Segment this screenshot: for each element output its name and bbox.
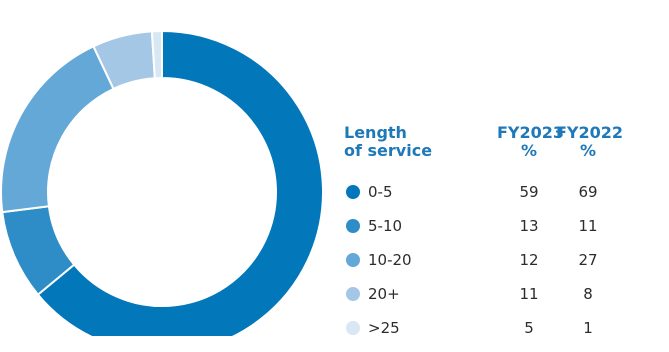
legend-label: >25 bbox=[368, 319, 400, 337]
legend-swatch bbox=[346, 321, 360, 335]
legend-value-fy2023: 5 bbox=[524, 319, 534, 337]
legend-header-label-line1: Length bbox=[344, 123, 407, 142]
legend-swatch bbox=[346, 185, 360, 199]
legend-row: 5-10 13 11 bbox=[344, 216, 664, 250]
chart-legend: Length of service FY2023 % FY2022 % 0-5 … bbox=[344, 124, 664, 352]
legend-value-fy2022: 8 bbox=[583, 285, 593, 303]
legend-header-fy2023-line1: FY2023 bbox=[497, 123, 565, 142]
legend-label: 0-5 bbox=[368, 183, 393, 201]
legend-value-fy2022: 11 bbox=[578, 217, 598, 235]
legend-row: 20+ 11 8 bbox=[344, 284, 664, 318]
donut-slice-25 bbox=[150, 29, 163, 80]
legend-row: 10-20 12 27 bbox=[344, 250, 664, 284]
legend-header-fy2022-line2: % bbox=[579, 141, 597, 160]
legend-swatch bbox=[346, 287, 360, 301]
legend-header-fy2022: FY2022 % bbox=[556, 123, 624, 160]
legend-label: 10-20 bbox=[368, 251, 412, 269]
legend-value-fy2023: 59 bbox=[519, 183, 539, 201]
legend-row: >25 5 1 bbox=[344, 318, 664, 352]
legend-value-fy2023: 11 bbox=[519, 285, 539, 303]
legend-value-fy2022: 27 bbox=[578, 251, 598, 269]
legend-value-fy2023: 13 bbox=[519, 217, 539, 235]
donut-chart bbox=[0, 29, 324, 336]
legend-swatch bbox=[346, 253, 360, 267]
legend-value-fy2022: 69 bbox=[578, 183, 598, 201]
legend-value-fy2023: 12 bbox=[519, 251, 539, 269]
legend-header-fy2022-line1: FY2022 bbox=[556, 123, 624, 142]
legend-value-fy2022: 1 bbox=[583, 319, 593, 337]
legend-header-label: Length of service bbox=[344, 124, 454, 160]
legend-header-fy2023: FY2023 % bbox=[497, 123, 565, 160]
legend-label: 5-10 bbox=[368, 217, 403, 235]
legend-header: Length of service FY2023 % FY2022 % bbox=[344, 124, 664, 182]
donut-slice-10-20 bbox=[0, 44, 115, 214]
legend-header-label-line2: of service bbox=[344, 141, 433, 160]
legend-label: 20+ bbox=[368, 285, 400, 303]
legend-row: 0-5 59 69 bbox=[344, 182, 664, 216]
legend-swatch bbox=[346, 219, 360, 233]
legend-header-fy2023-line2: % bbox=[520, 141, 538, 160]
donut-slice-0-5 bbox=[36, 29, 324, 336]
